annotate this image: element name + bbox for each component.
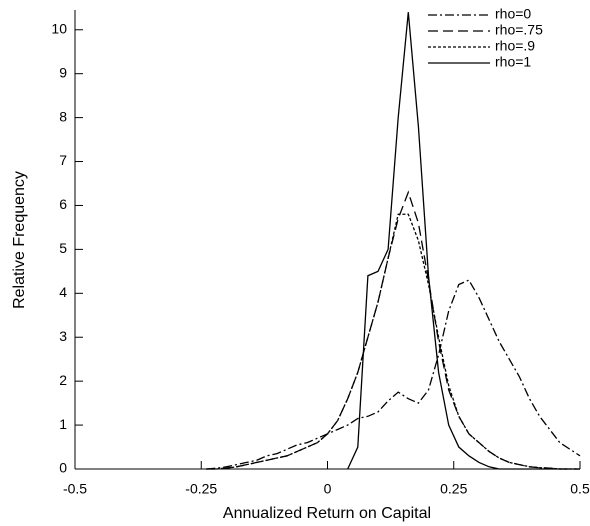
- legend-label: rho=1: [495, 54, 531, 70]
- y-axis-label: Relative Frequency: [11, 171, 28, 309]
- x-axis-label: Annualized Return on Capital: [223, 505, 431, 522]
- y-tick-label: 10: [51, 20, 67, 36]
- y-tick-label: 5: [59, 240, 67, 256]
- series-line: [347, 12, 580, 470]
- legend-label: rho=.75: [495, 22, 543, 38]
- legend-label: rho=.9: [495, 38, 535, 54]
- y-tick-label: 4: [59, 284, 67, 300]
- y-tick-label: 8: [59, 108, 67, 124]
- y-tick-label: 6: [59, 196, 67, 212]
- legend-label: rho=0: [495, 6, 531, 22]
- x-tick-label: 0.25: [440, 481, 467, 497]
- y-tick-label: 2: [59, 372, 67, 388]
- x-tick-label: 0: [324, 481, 332, 497]
- series-line: [206, 279, 581, 470]
- x-tick-label: -0.25: [185, 481, 217, 497]
- y-tick-label: 1: [59, 416, 67, 432]
- series-line: [206, 213, 580, 470]
- x-tick-label: 0.5: [570, 481, 590, 497]
- y-tick-label: 7: [59, 152, 67, 168]
- y-tick-label: 9: [59, 64, 67, 80]
- y-tick-label: 3: [59, 328, 67, 344]
- y-tick-label: 0: [59, 460, 67, 476]
- x-tick-label: -0.5: [63, 481, 87, 497]
